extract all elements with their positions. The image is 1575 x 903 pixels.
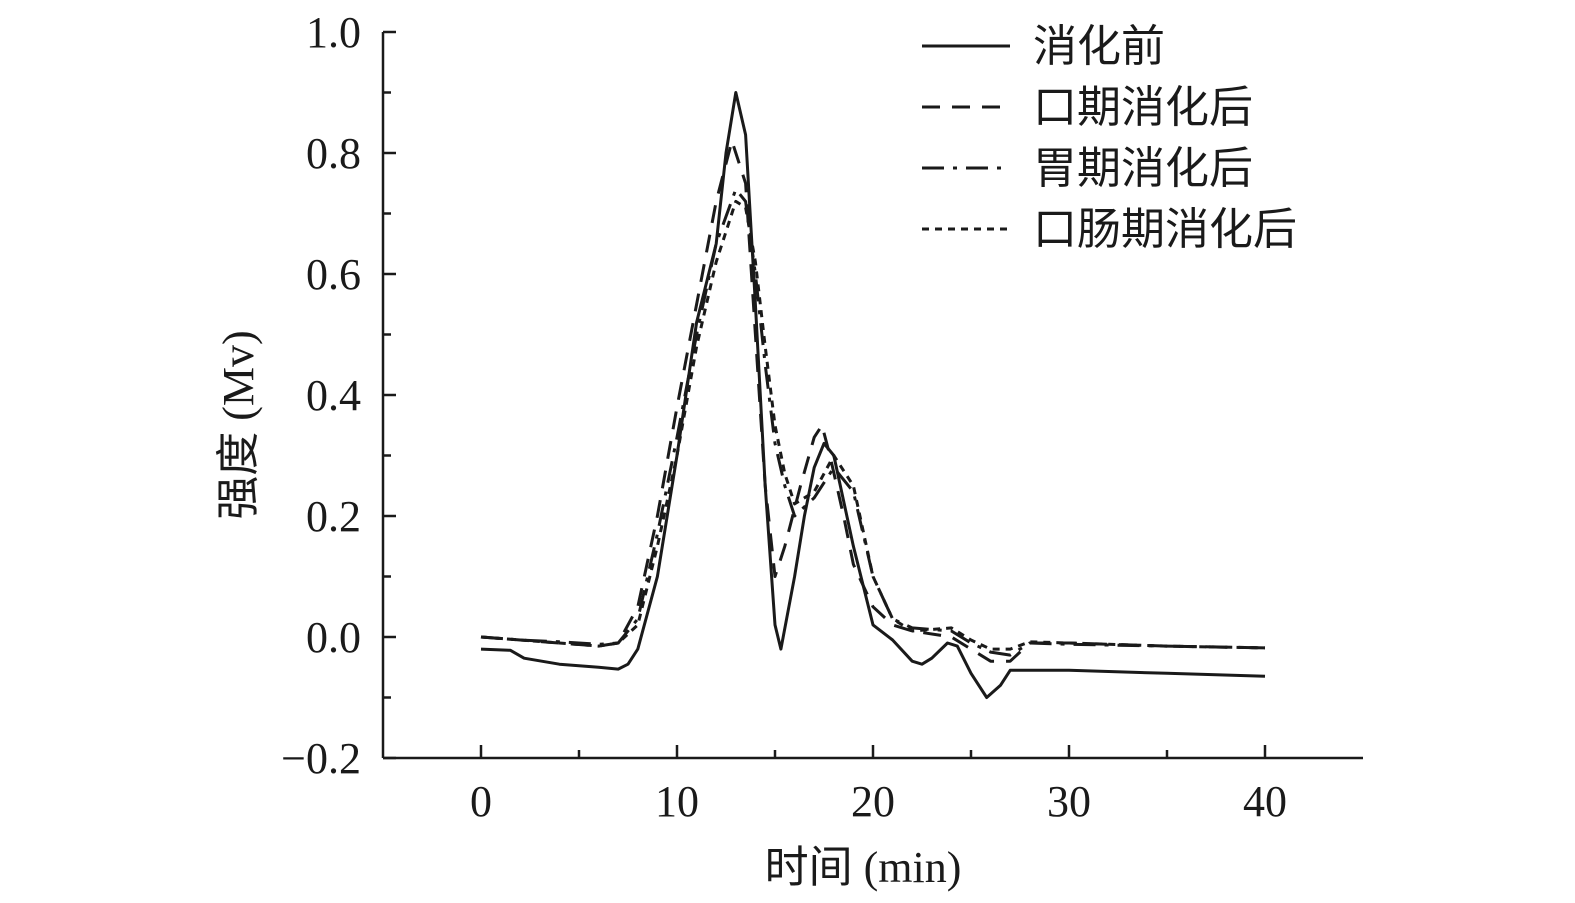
y-ticks: −0.2 0.0 0.2 0.4 0.6 0.8 1.0 — [281, 8, 396, 783]
y-axis-title: 强度 (Mv) — [214, 330, 263, 519]
series-line-2 — [480, 139, 1266, 663]
y-tick-label: 0.4 — [306, 371, 361, 420]
series-layer — [480, 91, 1266, 699]
legend-label-3: 胃期消化后 — [1033, 144, 1253, 193]
x-tick-label: 40 — [1243, 777, 1287, 826]
x-axis-title: 时间 (min) — [765, 843, 962, 892]
x-tick-label: 0 — [470, 777, 492, 826]
x-tick-label: 20 — [851, 777, 895, 826]
y-tick-label: 0.2 — [306, 492, 361, 541]
y-tick-label: −0.2 — [281, 734, 361, 783]
y-tick-label: 1.0 — [306, 8, 361, 57]
y-tick-label: 0.8 — [306, 129, 361, 178]
y-tick-label: 0.0 — [306, 613, 361, 662]
series-line-3 — [480, 187, 1266, 657]
x-tick-label: 10 — [655, 777, 699, 826]
y-tick-label: 0.6 — [306, 250, 361, 299]
x-tick-label: 30 — [1047, 777, 1091, 826]
axes: −0.2 0.0 0.2 0.4 0.6 0.8 1.0 0 10 20 30 40 — [281, 8, 1363, 826]
series-line-4 — [480, 199, 1266, 651]
legend-label-1: 消化前 — [1033, 22, 1165, 71]
legend-label-4: 口肠期消化后 — [1033, 205, 1297, 254]
legend-label-2: 口期消化后 — [1033, 83, 1253, 132]
x-ticks: 0 10 20 30 40 — [470, 745, 1287, 826]
series-line-1 — [480, 91, 1266, 699]
